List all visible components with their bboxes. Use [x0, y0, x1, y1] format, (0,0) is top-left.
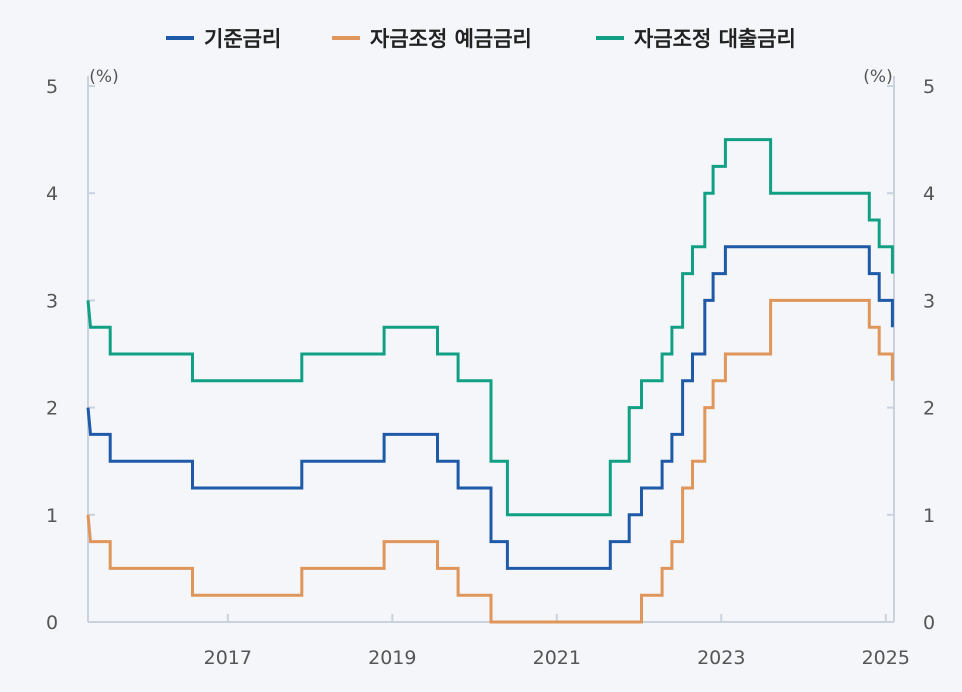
- y-right-tick-label: 0: [923, 612, 935, 634]
- y-left-tick-label: 1: [46, 505, 58, 527]
- x-tick-label: 2023: [697, 647, 745, 669]
- series-line-2: [86, 138, 894, 517]
- y-left-tick-label: 5: [46, 76, 58, 98]
- series-line-1: [86, 298, 894, 624]
- legend-label-2: 자금조정 대출금리: [634, 27, 796, 51]
- y-left-tick-label: 3: [46, 290, 58, 312]
- legend-label-1: 자금조정 예금금리: [370, 27, 532, 51]
- y-left-tick-label: 0: [46, 612, 58, 634]
- y-right-unit-label: (%): [863, 67, 892, 87]
- y-right-tick-label: 1: [923, 505, 935, 527]
- x-tick-label: 2021: [533, 647, 581, 669]
- y-left-tick-label: 2: [46, 398, 58, 420]
- y-left-tick-label: 4: [46, 183, 58, 205]
- x-tick-label: 2017: [204, 647, 252, 669]
- y-right-tick-label: 4: [923, 183, 935, 205]
- x-tick-label: 2019: [368, 647, 416, 669]
- series-line-0: [86, 245, 894, 570]
- y-right-tick-label: 5: [923, 76, 935, 98]
- x-tick-label: 2025: [862, 647, 910, 669]
- legend-label-0: 기준금리: [204, 27, 281, 51]
- y-right-tick-label: 2: [923, 398, 935, 420]
- y-left-unit-label: (%): [89, 67, 118, 87]
- y-right-tick-label: 3: [923, 290, 935, 312]
